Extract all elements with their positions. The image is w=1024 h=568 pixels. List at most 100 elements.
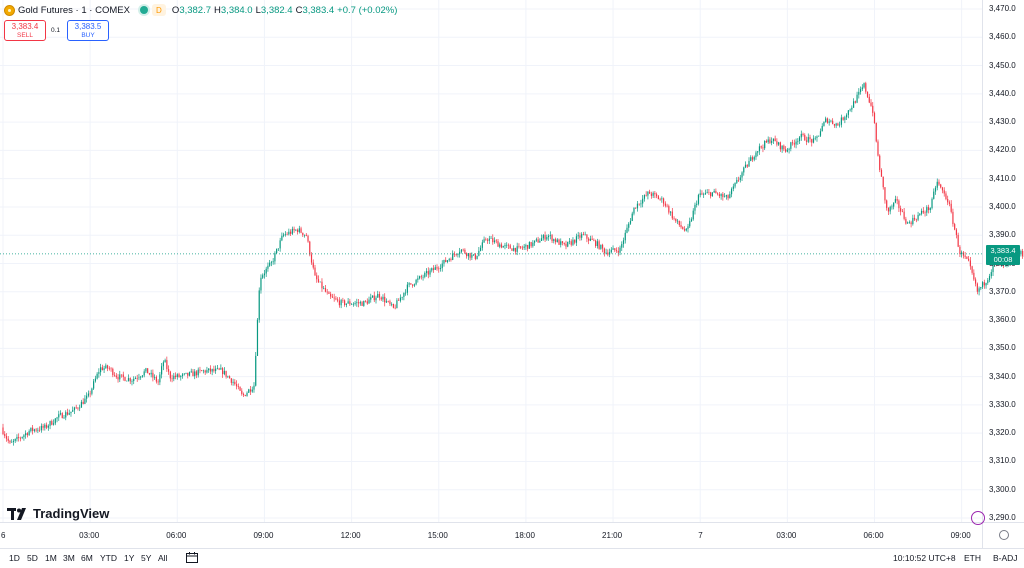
buy-label: BUY bbox=[81, 32, 95, 39]
clock-timezone[interactable]: 10:10:52 UTC+8 bbox=[893, 553, 956, 563]
candle-body bbox=[872, 105, 874, 113]
candle-body bbox=[638, 203, 640, 205]
candle-body bbox=[25, 433, 27, 436]
candle-body bbox=[195, 371, 198, 376]
candle-body bbox=[408, 283, 410, 285]
candle-body bbox=[880, 169, 883, 177]
candle-body bbox=[643, 195, 646, 199]
candle-body bbox=[265, 268, 267, 274]
candle-body bbox=[701, 193, 703, 195]
candle-body bbox=[729, 194, 731, 199]
candle-body bbox=[596, 241, 598, 247]
candle-body bbox=[269, 262, 271, 266]
candle-body bbox=[478, 250, 480, 256]
interval-badge[interactable]: D bbox=[151, 4, 166, 16]
candle-body bbox=[86, 395, 88, 399]
candle-body bbox=[786, 149, 788, 152]
time-tick-label: 03:00 bbox=[776, 531, 797, 540]
candle-body bbox=[642, 198, 644, 204]
sell-button[interactable]: 3,383.4 SELL bbox=[4, 20, 46, 41]
lightning-icon[interactable] bbox=[971, 511, 985, 525]
candle-body bbox=[274, 253, 276, 262]
candle-body bbox=[483, 239, 485, 243]
candle-body bbox=[119, 374, 121, 380]
candle-body bbox=[141, 375, 144, 377]
candle-body bbox=[317, 279, 320, 282]
candle-body bbox=[593, 239, 595, 241]
open-value: 3,382.7 bbox=[179, 4, 212, 16]
candle-body bbox=[124, 377, 126, 381]
candle-body bbox=[82, 401, 84, 404]
candle-body bbox=[717, 193, 719, 195]
candle-body bbox=[303, 234, 306, 236]
sell-label: SELL bbox=[17, 32, 33, 39]
adjustment-toggle[interactable]: B-ADJ bbox=[993, 553, 1018, 563]
calendar-icon[interactable] bbox=[186, 552, 198, 563]
candle-body bbox=[324, 288, 327, 292]
candle-body bbox=[169, 371, 171, 379]
candle-body bbox=[164, 360, 166, 363]
range-6m-button[interactable]: 6M bbox=[81, 553, 93, 563]
range-all-button[interactable]: All bbox=[158, 553, 168, 563]
tradingview-logo[interactable]: TradingView bbox=[7, 506, 109, 521]
candle-body bbox=[328, 292, 330, 294]
candle-body bbox=[232, 381, 234, 383]
candle-body bbox=[812, 138, 815, 143]
range-5y-button[interactable]: 5Y bbox=[141, 553, 152, 563]
candle-body bbox=[588, 238, 590, 241]
candle-body bbox=[405, 292, 407, 294]
candle-body bbox=[113, 375, 116, 376]
candle-body bbox=[127, 378, 130, 381]
candle-body bbox=[551, 235, 553, 242]
candle-body bbox=[776, 141, 778, 145]
range-3m-button[interactable]: 3M bbox=[63, 553, 75, 563]
candle-body bbox=[577, 235, 579, 237]
market-status-icon[interactable] bbox=[139, 6, 148, 14]
candle-body bbox=[704, 193, 707, 195]
candle-body bbox=[856, 94, 858, 103]
session-toggle[interactable]: ETH bbox=[964, 553, 981, 563]
candle-body bbox=[448, 259, 450, 261]
candle-body bbox=[75, 407, 77, 409]
candle-body bbox=[966, 256, 968, 259]
candle-body bbox=[809, 137, 811, 140]
candle-body bbox=[239, 386, 241, 391]
candle-body bbox=[520, 246, 522, 248]
candle-body bbox=[521, 247, 524, 249]
candle-body bbox=[778, 142, 780, 145]
candle-body bbox=[633, 207, 635, 214]
candle-body bbox=[694, 204, 696, 211]
buy-button[interactable]: 3,383.5 BUY bbox=[67, 20, 109, 41]
candle-body bbox=[452, 253, 454, 260]
candle-body bbox=[77, 407, 79, 409]
range-1m-button[interactable]: 1M bbox=[45, 553, 57, 563]
range-5d-button[interactable]: 5D bbox=[27, 553, 38, 563]
candle-body bbox=[33, 429, 35, 431]
candle-body bbox=[987, 280, 989, 283]
range-1y-button[interactable]: 1Y bbox=[124, 553, 135, 563]
candle-body bbox=[206, 370, 208, 373]
candle-body bbox=[450, 259, 452, 260]
symbol-title[interactable]: Gold Futures · 1 · COMEX bbox=[18, 4, 130, 16]
candle-body bbox=[42, 425, 44, 428]
candle-body bbox=[183, 373, 185, 375]
range-1d-button[interactable]: 1D bbox=[9, 553, 20, 563]
candle-body bbox=[837, 123, 839, 126]
candle-body bbox=[713, 190, 715, 193]
candle-body bbox=[384, 296, 386, 303]
gear-icon[interactable] bbox=[999, 530, 1009, 540]
range-ytd-button[interactable]: YTD bbox=[100, 553, 117, 563]
candle-body bbox=[302, 232, 304, 236]
candle-body bbox=[93, 381, 95, 389]
last-price-value: 3,383.4 bbox=[990, 245, 1016, 255]
candle-body bbox=[467, 253, 469, 257]
candle-body bbox=[462, 249, 464, 251]
candle-body bbox=[985, 282, 987, 286]
candle-body bbox=[410, 283, 412, 285]
candle-body bbox=[63, 417, 65, 419]
candle-body bbox=[725, 195, 727, 197]
candle-body bbox=[554, 239, 557, 243]
candle-body bbox=[497, 241, 499, 247]
